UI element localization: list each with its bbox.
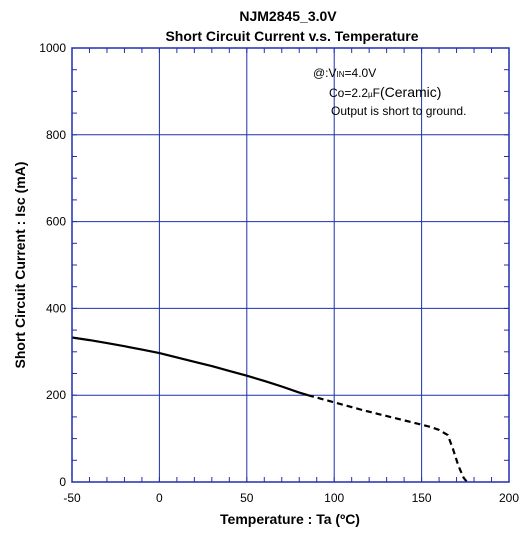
annotation-vin-subscript: IN [337,70,345,79]
curve-segment-dashed [307,394,468,483]
annotation-vin-prefix: @:V [313,66,337,80]
annotation-line-1: @:VIN=4.0V [313,66,376,80]
chart-subtitle: Short Circuit Current v.s. Temperature [165,28,418,44]
x-tick-label: 0 [156,491,163,505]
annotation-co-prefix: Co=2.2 [329,86,368,100]
plot-frame [71,47,510,483]
x-tick-label: 150 [412,491,432,505]
y-tick-label: 200 [46,388,66,402]
y-tick-label: 400 [46,301,66,315]
annotation: @:VIN=4.0V Co=2.2µF(Ceramic) Output is s… [313,66,466,118]
y-tick-label: 1000 [39,41,66,55]
y-axis-label: Short Circuit Current : Isc (mA) [12,162,28,369]
annotation-co-micro: µ [368,90,373,99]
axis-ticks [71,47,510,483]
annotation-vin-value: =4.0V [345,66,377,80]
y-tick-label: 600 [46,215,66,229]
x-tick-label: 200 [499,491,519,505]
y-tick-labels: 0 200 400 600 800 1000 [39,41,66,489]
annotation-co-unit: F [373,86,380,100]
curve-segment-solid [71,336,309,397]
y-tick-label: 800 [46,128,66,142]
x-tick-labels: -50 0 50 100 150 200 [63,491,519,505]
annotation-co-dielectric: (Ceramic) [380,84,441,100]
x-tick-label: 50 [240,491,254,505]
x-tick-label: -50 [63,491,81,505]
x-axis-label: Temperature : Ta (ºC) [220,511,360,527]
x-tick-label: 100 [324,491,344,505]
y-tick-label: 0 [59,475,66,489]
grid [72,48,509,482]
annotation-line-2: Co=2.2µF(Ceramic) [329,84,441,100]
annotation-line-3: Output is short to ground. [331,104,466,118]
series [71,336,468,483]
chart-title: NJM2845_3.0V [239,8,337,24]
